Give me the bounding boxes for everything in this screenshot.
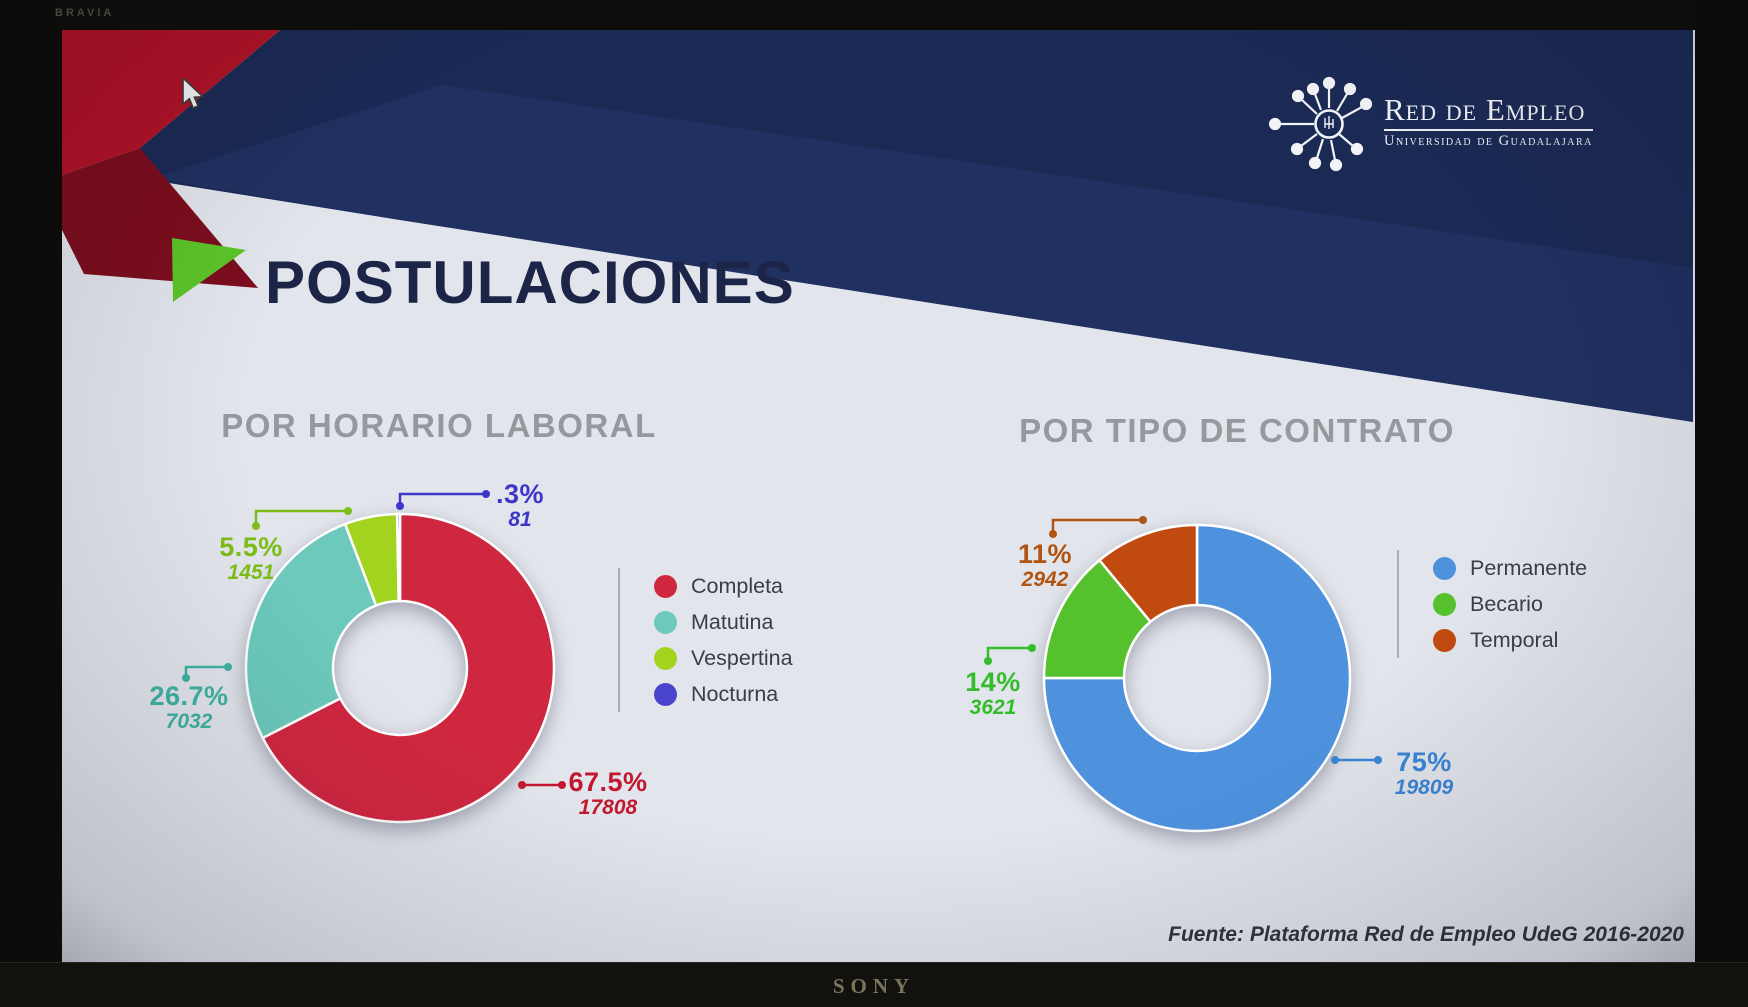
- label-vespertina: 5.5% 1451: [219, 532, 283, 585]
- legend-item-becario: Becario: [1433, 592, 1587, 617]
- matutina-dot-icon: [654, 610, 677, 634]
- legend-label: Permanente: [1470, 555, 1588, 580]
- logo-subtitle: Universidad de Guadalajara: [1384, 133, 1593, 149]
- logo-text-block: Red de Empleo Universidad de Guadalajara: [1384, 92, 1593, 150]
- permanente-dot-icon: [1433, 556, 1456, 580]
- legend-item-completa: Completa: [654, 574, 793, 599]
- header-ribbon-shapes: [62, 30, 1693, 422]
- legend-label: Vespertina: [691, 645, 793, 670]
- tv-bezel-right: [1695, 0, 1748, 1007]
- slide-title: POSTULACIONES: [265, 249, 795, 316]
- tv-bezel-top: [0, 0, 1748, 30]
- legend-horario: Completa Matutina Vespertina Nocturna: [618, 568, 793, 712]
- network-hub-icon: [1268, 76, 1373, 172]
- completa-dot-icon: [654, 574, 677, 598]
- legend-label: Matutina: [691, 609, 774, 634]
- legend-item-permanente: Permanente: [1433, 556, 1587, 581]
- vespertina-dot-icon: [654, 646, 677, 670]
- donut-chart-horario: [182, 490, 566, 824]
- label-matutina: 26.7% 7032: [149, 681, 229, 734]
- becario-dot-icon: [1433, 592, 1456, 616]
- green-triangle-icon: [172, 238, 246, 302]
- legend-item-nocturna: Nocturna: [654, 682, 793, 707]
- legend-item-matutina: Matutina: [654, 610, 793, 635]
- legend-label: Temporal: [1470, 627, 1559, 652]
- sony-logo: SONY: [832, 974, 916, 998]
- tv-bezel-bottom: [0, 962, 1748, 1007]
- logo-title: Red de Empleo: [1384, 92, 1593, 131]
- temporal-dot-icon: [1433, 628, 1456, 652]
- legend-contrato: Permanente Becario Temporal: [1397, 550, 1587, 658]
- label-becario: 14% 3621: [965, 667, 1021, 720]
- chart-title-horario: POR HORARIO LABORAL: [221, 407, 657, 444]
- label-temporal: 11% 2942: [1017, 539, 1073, 592]
- label-permanente: 75% 19809: [1394, 747, 1454, 800]
- legend-label: Nocturna: [691, 681, 779, 706]
- mouse-arrow-cursor: [182, 78, 205, 110]
- nocturna-dot-icon: [654, 682, 677, 706]
- bravia-logo: BRAVIA: [55, 7, 115, 19]
- legend-item-vespertina: Vespertina: [654, 646, 793, 671]
- donut-chart-contrato: [984, 516, 1382, 833]
- chart-title-contrato: POR TIPO DE CONTRATO: [1019, 412, 1455, 449]
- tv-screen: Red de Empleo Universidad de Guadalajara…: [62, 30, 1695, 962]
- legend-label: Completa: [691, 573, 784, 598]
- legend-item-temporal: Temporal: [1433, 628, 1587, 653]
- source-note: Fuente: Plataforma Red de Empleo UdeG 20…: [1168, 923, 1684, 946]
- tv-bezel-left: [0, 0, 62, 1007]
- label-nocturna: .3% 81: [495, 479, 545, 532]
- legend-label: Becario: [1470, 591, 1543, 616]
- label-completa: 67.5% 17808: [568, 767, 648, 820]
